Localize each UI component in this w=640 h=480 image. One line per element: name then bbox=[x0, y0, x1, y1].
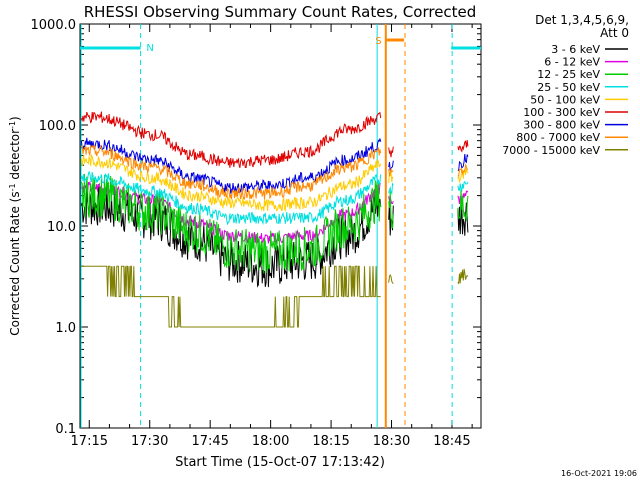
series-segment-end-6 bbox=[457, 154, 469, 172]
series-lines bbox=[80, 111, 469, 328]
series-segment-end-3 bbox=[457, 180, 469, 193]
series-line-7 bbox=[80, 144, 382, 200]
series-segment-mid-5 bbox=[388, 146, 394, 158]
series-segment-end-4 bbox=[457, 167, 469, 183]
time-markers: NS bbox=[80, 24, 481, 428]
y-tick-label: 1000.0 bbox=[31, 18, 77, 33]
y-tick-label: 1.0 bbox=[55, 321, 76, 336]
series-line-6 bbox=[80, 137, 382, 194]
legend-header-line-1: Det 1,3,4,5,6,9, bbox=[535, 13, 629, 27]
series-segment-end-2 bbox=[457, 188, 469, 222]
series-line-5 bbox=[80, 111, 382, 168]
legend-label: 3 - 6 keV bbox=[551, 43, 600, 56]
y-tick-label: 100.0 bbox=[39, 119, 76, 134]
x-tick-label: 17:15 bbox=[71, 434, 108, 449]
legend-label: 300 - 800 keV bbox=[523, 119, 600, 132]
y-tick-label: 10.0 bbox=[47, 220, 76, 235]
y-tick-label: 0.1 bbox=[55, 422, 76, 437]
axis-ticks: 17:15 17:30 17:45 18:00 18:15 18:30 18:45 0.1 1.… bbox=[31, 18, 481, 449]
series-line-2 bbox=[80, 173, 382, 274]
legend-label: 100 - 300 keV bbox=[523, 106, 600, 119]
legend-label: 50 - 100 keV bbox=[530, 93, 600, 106]
series-segment-mid-7 bbox=[388, 167, 394, 177]
x-tick-label: 18:30 bbox=[373, 434, 410, 449]
x-tick-label: 18:45 bbox=[433, 434, 470, 449]
series-segment-end-7 bbox=[457, 163, 469, 177]
legend-label: 12 - 25 keV bbox=[537, 68, 600, 81]
legend-header-line-2: Att 0 bbox=[600, 26, 629, 40]
chart-title: RHESSI Observing Summary Count Rates, Co… bbox=[84, 3, 477, 21]
series-segment-mid-3 bbox=[388, 182, 394, 196]
series-line-4 bbox=[80, 153, 382, 213]
x-tick-label: 18:15 bbox=[312, 434, 349, 449]
x-axis-label: Start Time (15-Oct-07 17:13:42) bbox=[175, 455, 385, 470]
footer-timestamp: 16-Oct-2021 19:06 bbox=[561, 469, 637, 478]
saa-label: S bbox=[375, 36, 381, 47]
series-segment-end-5 bbox=[457, 139, 469, 153]
x-tick-label: 17:30 bbox=[131, 434, 168, 449]
night-label: N bbox=[146, 43, 153, 54]
series-line-8 bbox=[81, 265, 381, 328]
series-segment-mid-8 bbox=[388, 273, 394, 284]
legend-label: 6 - 12 keV bbox=[544, 56, 600, 69]
legend-label: 7000 - 15000 keV bbox=[502, 144, 600, 157]
series-segment-end-8 bbox=[457, 268, 469, 284]
x-tick-label: 18:00 bbox=[252, 434, 289, 449]
legend-label: 25 - 50 keV bbox=[537, 81, 600, 94]
series-segment-mid-2 bbox=[388, 191, 394, 229]
y-axis-label: Corrected Count Rate (s-1 detector-1) bbox=[8, 116, 23, 335]
x-tick-label: 17:45 bbox=[191, 434, 228, 449]
series-line-3 bbox=[80, 170, 382, 226]
legend-label: 800 - 7000 keV bbox=[516, 131, 600, 144]
series-segment-end-0 bbox=[457, 202, 469, 236]
